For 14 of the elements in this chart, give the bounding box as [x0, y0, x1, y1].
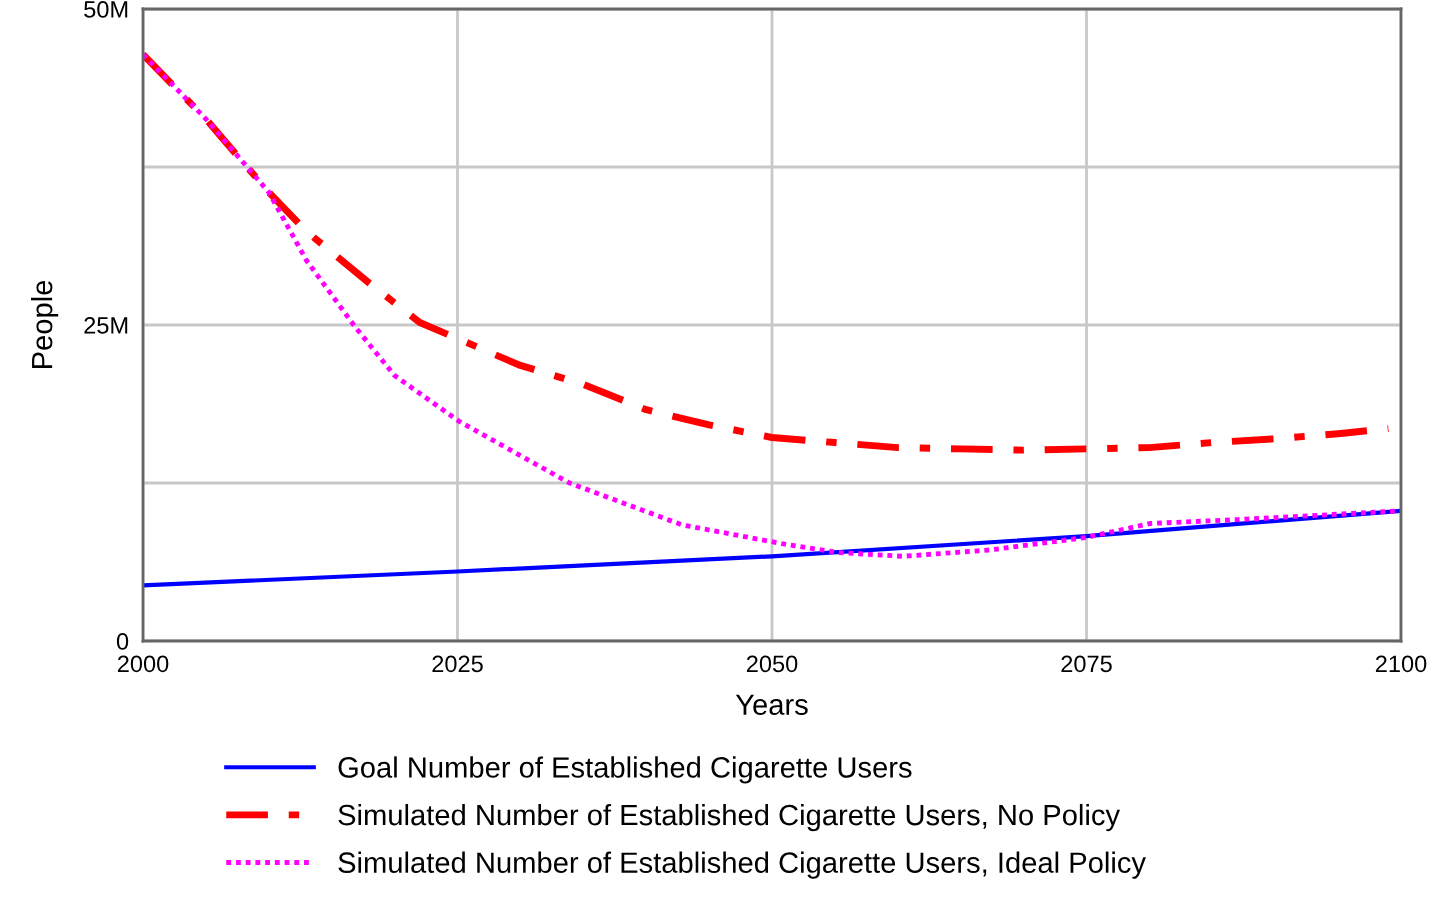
legend-label: Simulated Number of Established Cigarette Users, No Policy: [338, 803, 1120, 832]
x-tick-label: 2100: [1375, 655, 1427, 673]
x-tick-label: 2075: [1061, 655, 1112, 673]
y-tick-label: 0: [116, 633, 129, 650]
x-tick-label: 2025: [432, 655, 483, 673]
y-tick-label: 25M: [84, 317, 128, 334]
y-axis-title: People: [31, 280, 59, 369]
x-tick-label: 2000: [117, 655, 169, 673]
x-axis-title: Years: [735, 694, 808, 715]
y-tick-label: 50M: [84, 1, 128, 18]
legend-label: Simulated Number of Established Cigarette Users, Ideal Policy: [338, 851, 1146, 879]
x-tick-label: 2050: [746, 655, 798, 673]
legend-label: Goal Number of Established Cigarette Users: [338, 756, 912, 784]
line-series: [143, 508, 1401, 588]
